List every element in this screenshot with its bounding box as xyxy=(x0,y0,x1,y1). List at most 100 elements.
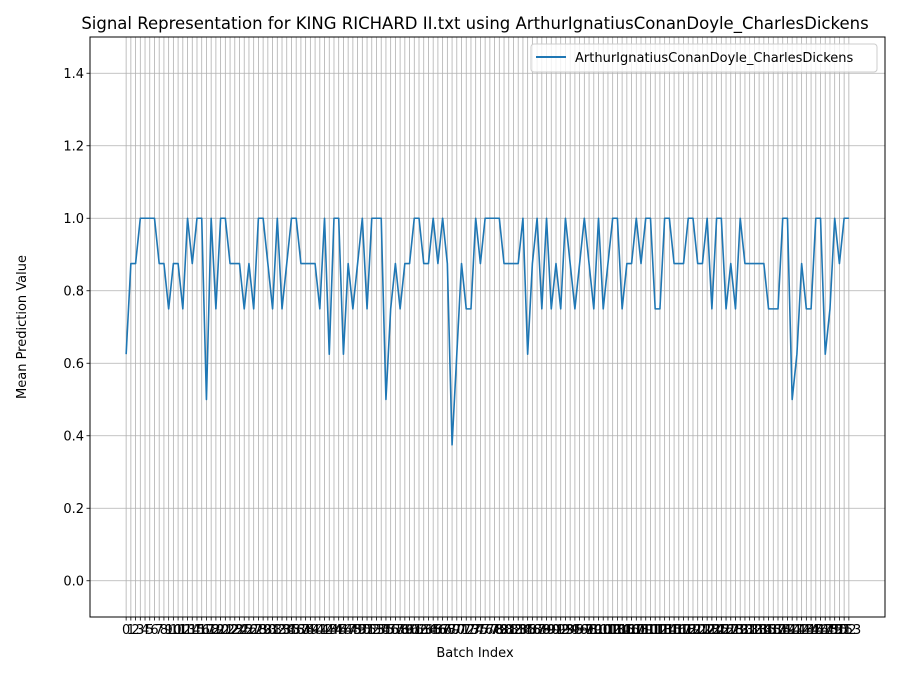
x-tick-label: 137 xyxy=(761,623,786,638)
x-tick-label: 124 xyxy=(699,623,724,638)
x-tick-label: 143 xyxy=(789,623,814,638)
x-tick-label: 38 xyxy=(297,623,314,638)
x-tick-label: 123 xyxy=(695,623,720,638)
x-tick-label: 105 xyxy=(610,623,635,638)
x-tick-label: 79 xyxy=(491,623,508,638)
x-tick-label: 49 xyxy=(349,623,366,638)
x-tick-label: 5 xyxy=(146,623,154,638)
x-tick-label: 116 xyxy=(662,623,687,638)
x-tick-label: 73 xyxy=(463,623,480,638)
x-tick-label: 142 xyxy=(784,623,809,638)
x-tick-label: 95 xyxy=(567,623,584,638)
x-tick-label: 20 xyxy=(212,623,229,638)
x-tick-label: 90 xyxy=(543,623,560,638)
x-tick-label: 61 xyxy=(406,623,423,638)
x-tick-label: 17 xyxy=(198,623,215,638)
x-tick-label: 96 xyxy=(571,623,588,638)
x-tick-label: 132 xyxy=(737,623,762,638)
x-tick-label: 101 xyxy=(591,623,616,638)
x-tick-label: 148 xyxy=(813,623,838,638)
x-tick-label: 58 xyxy=(392,623,409,638)
x-tick-label: 152 xyxy=(832,623,857,638)
x-tick-label: 147 xyxy=(808,623,833,638)
x-tick-label: 134 xyxy=(747,623,772,638)
x-tick-label: 120 xyxy=(681,623,706,638)
x-tick-label: 151 xyxy=(827,623,852,638)
x-tick-label: 83 xyxy=(510,623,527,638)
x-axis-ticks: 0123456789101112131415161718192021222324… xyxy=(122,617,861,638)
x-tick-label: 37 xyxy=(293,623,310,638)
x-tick-label: 11 xyxy=(170,623,187,638)
x-tick-label: 59 xyxy=(397,623,414,638)
x-tick-label: 64 xyxy=(420,623,437,638)
x-tick-label: 114 xyxy=(652,623,677,638)
chart-title: Signal Representation for KING RICHARD I… xyxy=(81,14,868,34)
x-tick-label: 21 xyxy=(217,623,234,638)
x-tick-label: 28 xyxy=(250,623,267,638)
y-tick-label: 0.0 xyxy=(63,574,84,589)
x-tick-label: 63 xyxy=(415,623,432,638)
x-tick-label: 112 xyxy=(643,623,668,638)
x-tick-label: 106 xyxy=(614,623,639,638)
x-tick-label: 4 xyxy=(141,623,149,638)
x-tick-label: 13 xyxy=(179,623,196,638)
x-tick-label: 149 xyxy=(818,623,843,638)
x-tick-label: 108 xyxy=(624,623,649,638)
x-tick-label: 127 xyxy=(714,623,739,638)
x-tick-label: 16 xyxy=(193,623,210,638)
x-tick-label: 74 xyxy=(467,623,484,638)
x-tick-label: 117 xyxy=(666,623,691,638)
x-tick-label: 36 xyxy=(288,623,305,638)
x-tick-label: 42 xyxy=(316,623,333,638)
x-tick-label: 122 xyxy=(690,623,715,638)
x-tick-label: 80 xyxy=(496,623,513,638)
x-tick-label: 52 xyxy=(363,623,380,638)
x-tick-label: 87 xyxy=(529,623,546,638)
x-tick-label: 47 xyxy=(340,623,357,638)
x-tick-label: 136 xyxy=(756,623,781,638)
x-tick-label: 66 xyxy=(430,623,447,638)
x-tick-label: 39 xyxy=(302,623,319,638)
x-tick-label: 92 xyxy=(552,623,569,638)
x-tick-label: 113 xyxy=(648,623,673,638)
y-tick-label: 0.8 xyxy=(63,284,84,299)
legend: ArthurIgnatiusConanDoyle_CharlesDickens xyxy=(530,43,878,73)
x-tick-label: 133 xyxy=(742,623,767,638)
x-tick-label: 89 xyxy=(538,623,555,638)
x-tick-label: 7 xyxy=(155,623,163,638)
x-tick-label: 126 xyxy=(709,623,734,638)
x-tick-label: 76 xyxy=(477,623,494,638)
y-tick-label: 0.6 xyxy=(63,357,84,372)
x-tick-label: 60 xyxy=(401,623,418,638)
x-tick-label: 56 xyxy=(382,623,399,638)
x-tick-label: 119 xyxy=(676,623,701,638)
x-tick-label: 138 xyxy=(766,623,791,638)
x-tick-label: 29 xyxy=(255,623,272,638)
x-tick-label: 51 xyxy=(359,623,376,638)
plot-frame xyxy=(89,36,886,618)
x-tick-label: 111 xyxy=(638,623,663,638)
x-tick-label: 107 xyxy=(619,623,644,638)
x-tick-label: 9 xyxy=(165,623,173,638)
x-tick-label: 88 xyxy=(534,623,551,638)
legend-box xyxy=(530,43,878,73)
x-tick-label: 54 xyxy=(373,623,390,638)
x-tick-label: 6 xyxy=(150,623,158,638)
x-tick-label: 68 xyxy=(439,623,456,638)
x-tick-label: 84 xyxy=(515,623,532,638)
x-tick-label: 129 xyxy=(723,623,748,638)
x-tick-label: 125 xyxy=(704,623,729,638)
x-tick-label: 71 xyxy=(453,623,470,638)
x-tick-label: 130 xyxy=(728,623,753,638)
x-tick-label: 62 xyxy=(411,623,428,638)
x-tick-label: 3 xyxy=(136,623,144,638)
x-tick-label: 97 xyxy=(576,623,593,638)
series-line-0 xyxy=(125,217,849,446)
x-tick-label: 153 xyxy=(836,623,861,638)
x-tick-label: 53 xyxy=(368,623,385,638)
x-tick-label: 118 xyxy=(671,623,696,638)
series-layer xyxy=(125,217,849,446)
x-tick-label: 77 xyxy=(482,623,499,638)
x-tick-label: 46 xyxy=(335,623,352,638)
